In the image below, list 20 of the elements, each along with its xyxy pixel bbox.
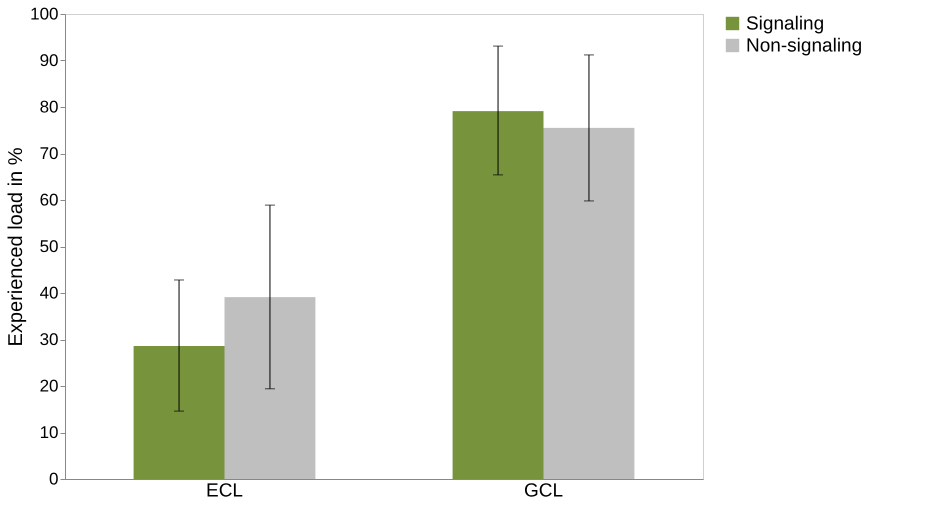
y-tick-label: 20: [40, 376, 58, 396]
bar: [452, 111, 544, 479]
y-tick-label: 50: [40, 237, 58, 256]
bar: [544, 128, 634, 479]
x-tick-label: ECL: [206, 480, 243, 502]
y-axis-title: Experienced load in %: [5, 147, 28, 347]
y-tick-label: 80: [40, 98, 58, 116]
y-tick-label: 90: [40, 51, 58, 70]
y-tick-label: 0: [49, 470, 58, 488]
y-tick-label: 70: [40, 144, 58, 163]
y-tick-label: 40: [40, 284, 58, 302]
y-tick-label: 100: [30, 4, 58, 24]
x-tick-label: GCL: [524, 480, 564, 502]
y-tick-label: 60: [40, 190, 58, 210]
y-tick-label: 10: [40, 423, 58, 442]
bar: [224, 297, 316, 479]
legend-label: Non-signaling: [746, 36, 862, 56]
y-tick-label: 30: [40, 330, 58, 349]
bar: [134, 346, 224, 479]
legend-label: Signaling: [746, 14, 824, 34]
